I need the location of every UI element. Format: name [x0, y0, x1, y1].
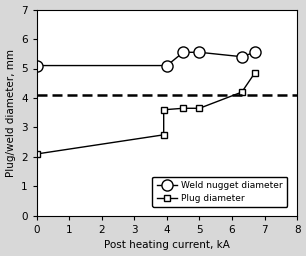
Plug diameter [240, 91, 244, 94]
Plug diameter [162, 133, 166, 136]
Weld nugget diameter [240, 55, 244, 58]
Y-axis label: Plug/weld diameter, mm: Plug/weld diameter, mm [6, 49, 16, 177]
Legend: Weld nugget diameter, Plug diameter: Weld nugget diameter, Plug diameter [152, 177, 287, 207]
Weld nugget diameter [35, 64, 39, 67]
Weld nugget diameter [253, 51, 257, 54]
Line: Weld nugget diameter: Weld nugget diameter [31, 47, 260, 71]
Plug diameter [198, 107, 201, 110]
Weld nugget diameter [181, 51, 185, 54]
Weld nugget diameter [165, 64, 169, 67]
Plug diameter [35, 152, 39, 155]
Weld nugget diameter [198, 51, 201, 54]
Plug diameter [162, 108, 166, 111]
Plug diameter [181, 107, 185, 110]
X-axis label: Post heating current, kA: Post heating current, kA [104, 240, 230, 250]
Line: Plug diameter: Plug diameter [33, 69, 258, 157]
Plug diameter [253, 71, 257, 74]
